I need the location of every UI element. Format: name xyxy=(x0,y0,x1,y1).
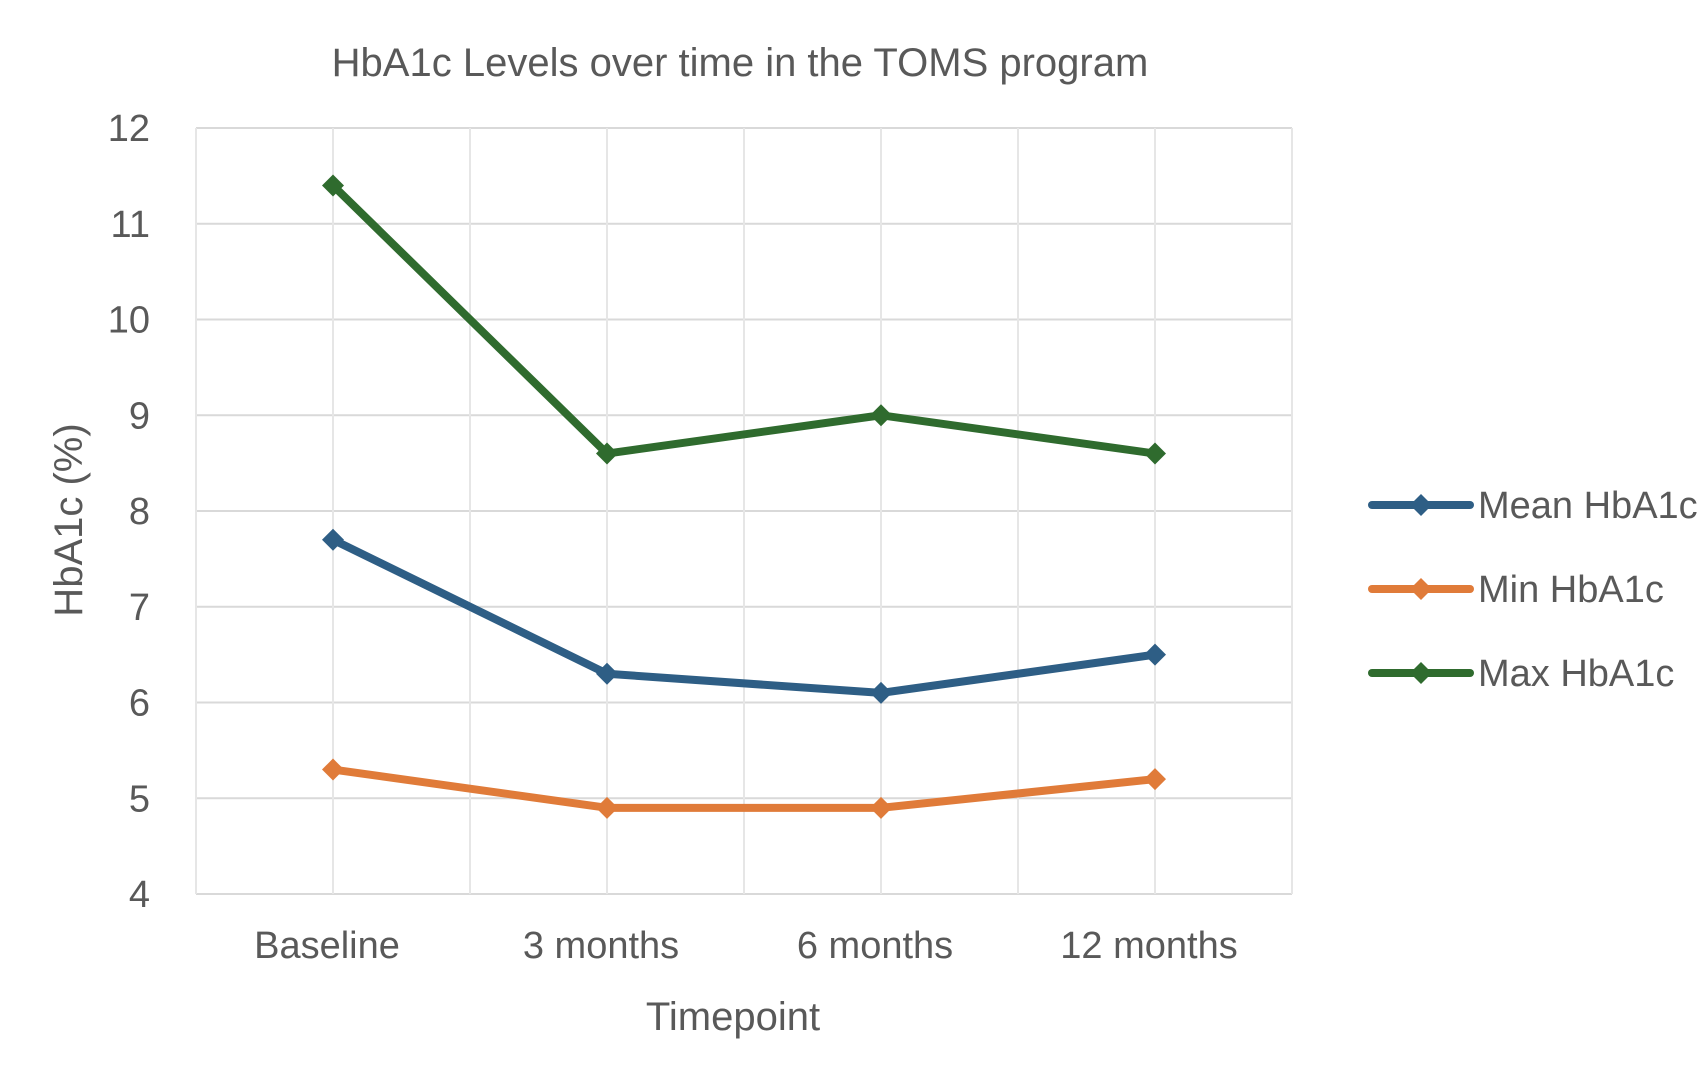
chart-title: HbA1c Levels over time in the TOMS progr… xyxy=(332,41,1149,85)
data-point-marker xyxy=(596,796,618,819)
legend: Mean HbA1c Min HbA1c Max HbA1c xyxy=(1368,485,1698,695)
legend-swatch-marker xyxy=(1410,578,1432,600)
series-layer xyxy=(322,174,1166,819)
data-point-marker xyxy=(1144,768,1166,791)
y-tick-label: 12 xyxy=(108,108,150,150)
legend-label: Max HbA1c xyxy=(1478,653,1674,695)
legend-label: Mean HbA1c xyxy=(1478,485,1698,527)
data-point-marker xyxy=(596,442,618,465)
series-line xyxy=(329,181,1159,458)
x-tick-label: 3 months xyxy=(523,925,679,967)
legend-item: Min HbA1c xyxy=(1368,569,1664,611)
y-tick-label: 5 xyxy=(129,778,150,820)
series-line xyxy=(329,765,1159,812)
data-point-marker xyxy=(322,758,344,781)
x-tick-label: Baseline xyxy=(254,925,400,967)
y-axis-ticks: 4 5 6 7 8 9 10 11 12 xyxy=(108,108,150,916)
y-tick-label: 8 xyxy=(129,491,150,533)
gridlines xyxy=(195,127,1293,895)
legend-swatch-marker xyxy=(1410,494,1432,516)
legend-swatch-marker xyxy=(1410,662,1432,684)
legend-item: Mean HbA1c xyxy=(1368,485,1698,527)
x-tick-label: 6 months xyxy=(797,925,953,967)
series-min-hba1c xyxy=(322,758,1166,819)
data-point-marker xyxy=(1144,442,1166,465)
y-tick-label: 9 xyxy=(129,395,150,437)
data-point-marker xyxy=(322,528,344,551)
y-axis-title: HbA1c (%) xyxy=(47,423,91,616)
data-point-marker xyxy=(322,174,344,197)
y-tick-label: 6 xyxy=(129,683,150,725)
x-axis-ticks: Baseline 3 months 6 months 12 months xyxy=(254,925,1238,967)
data-point-marker xyxy=(870,404,892,427)
series-max-hba1c xyxy=(322,174,1166,465)
data-point-marker xyxy=(870,681,892,704)
y-tick-label: 7 xyxy=(129,587,150,629)
y-tick-label: 10 xyxy=(108,300,150,342)
data-point-marker xyxy=(870,796,892,819)
series-mean-hba1c xyxy=(322,528,1166,704)
y-tick-label: 11 xyxy=(111,204,150,246)
data-point-marker xyxy=(1144,643,1166,666)
x-tick-label: 12 months xyxy=(1060,925,1237,967)
legend-label: Min HbA1c xyxy=(1478,569,1664,611)
legend-item: Max HbA1c xyxy=(1368,653,1674,695)
x-axis-title: Timepoint xyxy=(646,995,820,1039)
series-line xyxy=(329,535,1159,697)
y-tick-label: 4 xyxy=(129,874,150,916)
data-point-marker xyxy=(596,662,618,685)
